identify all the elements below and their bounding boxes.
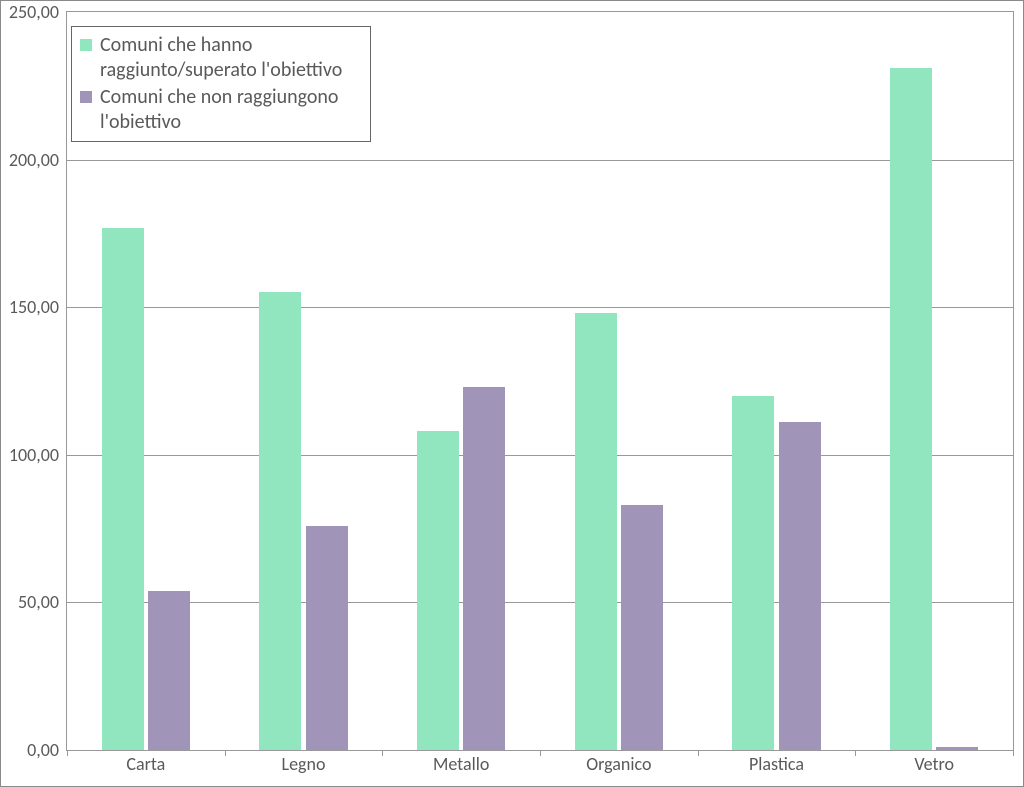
legend-label: Comuni che non raggiungono l'obiettivo bbox=[100, 85, 360, 135]
gridline bbox=[67, 602, 1013, 603]
bar bbox=[102, 228, 144, 751]
bar bbox=[936, 747, 978, 750]
legend: Comuni che hanno raggiunto/superato l'ob… bbox=[71, 26, 371, 142]
x-tick-mark bbox=[540, 750, 541, 756]
bar bbox=[779, 422, 821, 750]
legend-swatch-icon bbox=[80, 91, 92, 103]
x-tick-mark bbox=[382, 750, 383, 756]
x-tick-label: Vetro bbox=[914, 753, 954, 775]
legend-label: Comuni che hanno raggiunto/superato l'ob… bbox=[100, 33, 360, 83]
bar bbox=[890, 68, 932, 750]
y-tick-label: 0,00 bbox=[4, 739, 59, 761]
bar bbox=[463, 387, 505, 750]
bar bbox=[732, 396, 774, 750]
bar bbox=[621, 505, 663, 750]
y-tick-label: 150,00 bbox=[4, 296, 59, 318]
gridline bbox=[67, 160, 1013, 161]
x-tick-label: Carta bbox=[126, 753, 165, 775]
bar bbox=[259, 292, 301, 750]
x-tick-label: Plastica bbox=[749, 753, 804, 775]
x-tick-mark bbox=[855, 750, 856, 756]
y-tick-label: 100,00 bbox=[4, 444, 59, 466]
x-tick-label: Organico bbox=[586, 753, 651, 775]
x-tick-mark bbox=[225, 750, 226, 756]
gridline bbox=[67, 307, 1013, 308]
y-tick-label: 200,00 bbox=[4, 149, 59, 171]
legend-item: Comuni che non raggiungono l'obiettivo bbox=[80, 85, 360, 135]
bar bbox=[148, 591, 190, 750]
x-tick-label: Metallo bbox=[433, 753, 489, 775]
x-tick-mark bbox=[67, 750, 68, 756]
legend-swatch-icon bbox=[80, 39, 92, 51]
y-tick-label: 250,00 bbox=[4, 1, 59, 23]
bar bbox=[575, 313, 617, 750]
x-tick-mark bbox=[1013, 750, 1014, 756]
bar bbox=[417, 431, 459, 750]
y-tick-label: 50,00 bbox=[4, 591, 59, 613]
bar bbox=[306, 526, 348, 750]
legend-item: Comuni che hanno raggiunto/superato l'ob… bbox=[80, 33, 360, 83]
x-tick-label: Legno bbox=[282, 753, 326, 775]
chart-frame: 0,00 50,00 100,00 150,00 200,00 250,00 C… bbox=[0, 0, 1024, 787]
gridline bbox=[67, 455, 1013, 456]
x-tick-mark bbox=[698, 750, 699, 756]
